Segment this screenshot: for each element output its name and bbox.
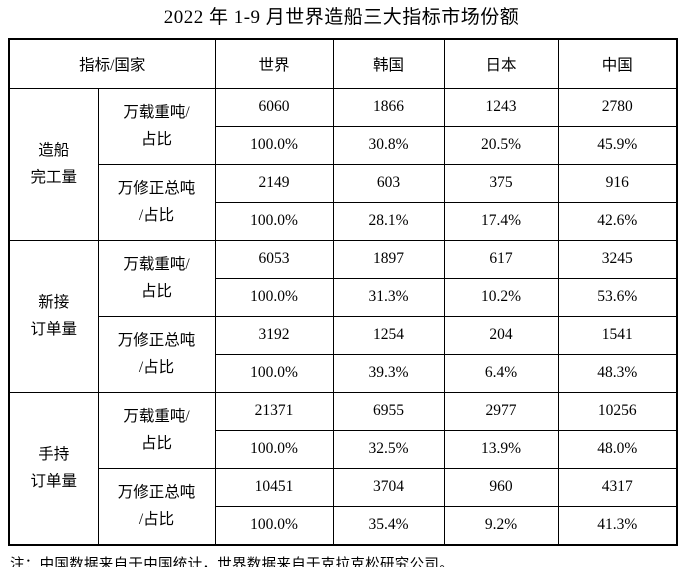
metric-label-dwt: 万载重吨/ 占比	[97, 87, 216, 165]
value-cell: 617	[443, 239, 559, 279]
share-cell: 28.1%	[332, 201, 445, 241]
share-cell: 17.4%	[443, 201, 559, 241]
value-cell: 3704	[332, 467, 445, 507]
value-cell: 1541	[557, 315, 678, 355]
share-cell: 10.2%	[443, 277, 559, 317]
table-row: 万修正总吨 /占比 2149 603 375 916	[9, 163, 678, 241]
table-row: 100.0% 35.4% 9.2% 41.3%	[9, 505, 678, 546]
share-cell: 41.3%	[557, 505, 678, 546]
metric-label-cgt: 万修正总吨 /占比	[97, 163, 216, 241]
value-cell: 6053	[214, 239, 334, 279]
value-cell: 204	[443, 315, 559, 355]
value-cell: 2780	[557, 87, 678, 127]
value-cell: 3192	[214, 315, 334, 355]
metric-label-cgt: 万修正总吨 /占比	[97, 315, 216, 393]
share-cell: 53.6%	[557, 277, 678, 317]
value-cell: 916	[557, 163, 678, 203]
value-cell: 21371	[214, 391, 334, 431]
value-cell: 1243	[443, 87, 559, 127]
table-row: 100.0% 30.8% 20.5% 45.9%	[9, 125, 678, 165]
value-cell: 960	[443, 467, 559, 507]
source-footnote: 注：中国数据来自于中国统计，世界数据来自于克拉克松研究公司。	[10, 556, 454, 567]
table-row: 万修正总吨 /占比 3192 1254 204 1541	[9, 315, 678, 393]
column-header-china: 中国	[557, 38, 678, 89]
share-cell: 30.8%	[332, 125, 445, 165]
group-label-new-orders: 新接 订单量	[8, 239, 99, 393]
value-cell: 1254	[332, 315, 445, 355]
value-cell: 10451	[214, 467, 334, 507]
table-row: 造船 完工量 万载重吨/ 占比 6060 1866 1243 2780	[8, 87, 678, 241]
table-row: 新接 订单量 万载重吨/ 占比 6053 1897 617 3245	[8, 239, 678, 393]
table-row: 手持 订单量 万载重吨/ 占比 21371 6955 2977 10256	[8, 391, 678, 546]
share-cell: 42.6%	[557, 201, 678, 241]
value-cell: 10256	[557, 391, 678, 431]
share-cell: 100.0%	[214, 277, 334, 317]
table-row: 100.0% 39.3% 6.4% 48.3%	[9, 353, 678, 393]
share-cell: 13.9%	[443, 429, 559, 469]
share-cell: 32.5%	[332, 429, 445, 469]
share-cell: 35.4%	[332, 505, 445, 546]
share-cell: 6.4%	[443, 353, 559, 393]
value-cell: 6060	[214, 87, 334, 127]
value-cell: 375	[443, 163, 559, 203]
share-cell: 39.3%	[332, 353, 445, 393]
share-cell: 31.3%	[332, 277, 445, 317]
share-cell: 100.0%	[214, 201, 334, 241]
column-header-korea: 韩国	[332, 38, 445, 89]
column-header-japan: 日本	[443, 38, 559, 89]
share-cell: 48.0%	[557, 429, 678, 469]
table-row: 100.0% 32.5% 13.9% 48.0%	[9, 429, 678, 469]
market-share-table: 指标/国家 世界 韩国 日本 中国 造船 完工量 万载重吨/ 占比 6060 1…	[8, 37, 678, 546]
table-row: 万修正总吨 /占比 10451 3704 960 4317	[9, 467, 678, 546]
column-header-world: 世界	[214, 38, 334, 89]
metric-label-dwt: 万载重吨/ 占比	[97, 239, 216, 317]
value-cell: 3245	[557, 239, 678, 279]
value-cell: 6955	[332, 391, 445, 431]
share-cell: 100.0%	[214, 429, 334, 469]
metric-label-cgt: 万修正总吨 /占比	[97, 467, 216, 546]
share-cell: 45.9%	[557, 125, 678, 165]
group-label-orderbook: 手持 订单量	[8, 391, 99, 546]
group-label-completions: 造船 完工量	[8, 87, 99, 241]
table-header-row: 指标/国家 世界 韩国 日本 中国	[8, 38, 678, 89]
table-row: 100.0% 31.3% 10.2% 53.6%	[9, 277, 678, 317]
value-cell: 4317	[557, 467, 678, 507]
value-cell: 2977	[443, 391, 559, 431]
table-row: 100.0% 28.1% 17.4% 42.6%	[9, 201, 678, 241]
page-title: 2022 年 1-9 月世界造船三大指标市场份额	[163, 7, 520, 28]
share-cell: 9.2%	[443, 505, 559, 546]
value-cell: 2149	[214, 163, 334, 203]
share-cell: 48.3%	[557, 353, 678, 393]
value-cell: 1897	[332, 239, 445, 279]
corner-header: 指标/国家	[8, 38, 216, 89]
share-cell: 100.0%	[214, 505, 334, 546]
share-cell: 100.0%	[214, 353, 334, 393]
value-cell: 603	[332, 163, 445, 203]
metric-label-dwt: 万载重吨/ 占比	[97, 391, 216, 469]
share-cell: 20.5%	[443, 125, 559, 165]
value-cell: 1866	[332, 87, 445, 127]
share-cell: 100.0%	[214, 125, 334, 165]
